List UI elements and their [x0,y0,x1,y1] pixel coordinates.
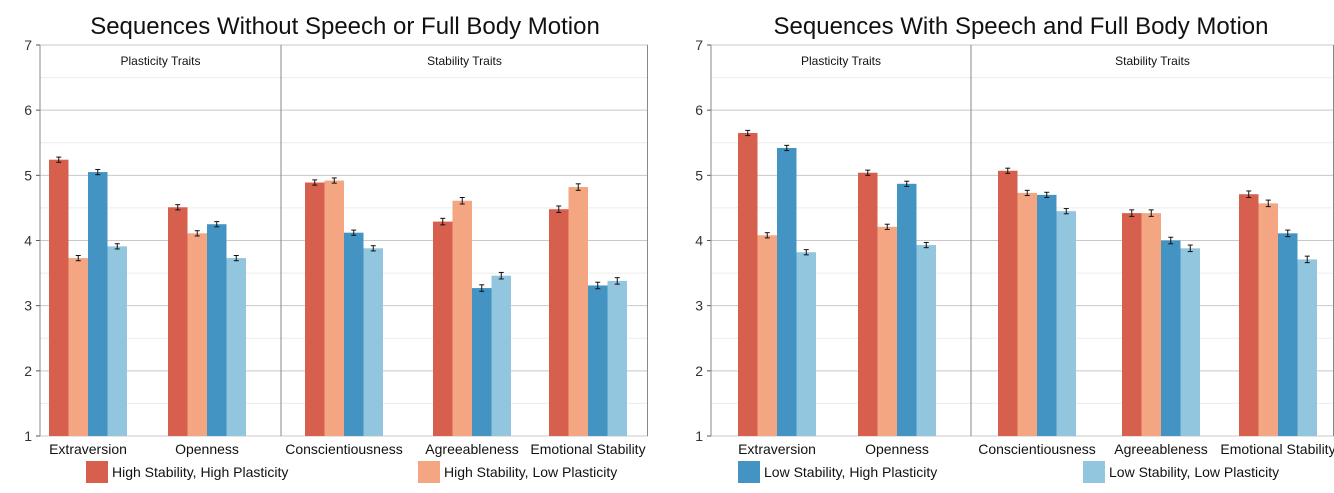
bar [168,207,188,436]
y-tick-label: 2 [695,363,703,379]
x-tick-label: Extraversion [49,441,127,457]
bar [897,183,917,436]
bar [68,258,88,436]
bar [1141,213,1161,436]
y-tick-label: 3 [24,298,32,314]
bar [588,285,608,436]
bar [305,182,325,436]
bar [1297,259,1317,436]
bar [472,288,492,436]
bar [363,248,383,436]
facet-label-plasticity: Plasticity Traits [801,54,881,68]
bar [1278,233,1298,436]
facet-label-plasticity: Plasticity Traits [120,54,200,68]
legend-label: Low Stability, High Plasticity [764,464,938,480]
legend-label: Low Stability, Low Plasticity [1109,464,1280,480]
bar [738,132,758,436]
x-tick-label: Agreeableness [425,441,518,457]
facet-label-stability: Stability Traits [427,54,502,68]
legend-swatch [738,461,760,483]
y-tick-label: 7 [24,37,32,53]
y-tick-label: 5 [695,167,703,183]
bar [1161,240,1181,436]
y-tick-label: 6 [695,102,703,118]
x-tick-label: Conscientiousness [285,441,403,457]
x-tick-label: Agreeableness [1114,441,1207,457]
bar [226,258,246,436]
bar [49,159,69,436]
y-tick-label: 1 [24,428,32,444]
y-tick-label: 4 [695,233,703,249]
legend-label: High Stability, High Plasticity [112,464,289,480]
legend-label: High Stability, Low Plasticity [444,464,618,480]
legend-item: Low Stability, Low Plasticity [1083,461,1279,483]
bar [877,226,897,436]
bar [998,170,1018,436]
bar [491,275,511,436]
x-tick-label: Emotional Stability [530,441,645,457]
bar [549,209,569,436]
bar [433,221,453,436]
bar [344,232,364,436]
legend-item: High Stability, Low Plasticity [418,461,617,483]
bar [757,235,777,436]
y-tick-label: 5 [24,167,32,183]
x-tick-label: Extraversion [738,441,816,457]
y-tick-label: 4 [24,233,32,249]
bar [88,172,108,436]
bar [1017,192,1037,436]
legend-swatch [86,461,108,483]
x-tick-label: Emotional Stability [1220,441,1334,457]
legend-swatch [418,461,440,483]
y-tick-label: 7 [695,37,703,53]
bar [1180,248,1200,436]
x-tick-label: Conscientiousness [978,441,1096,457]
bar [207,224,227,436]
bar [1239,194,1259,436]
bar [916,245,936,436]
bar [568,187,588,436]
bar [1037,194,1057,436]
legend-item: High Stability, High Plasticity [86,461,288,483]
bar [187,233,207,436]
bar [324,180,344,436]
y-tick-label: 1 [695,428,703,444]
x-tick-label: Openness [865,441,929,457]
bar [107,246,127,436]
y-tick-label: 3 [695,298,703,314]
facet-label-stability: Stability Traits [1115,54,1190,68]
chart-title: Sequences Without Speech or Full Body Mo… [90,13,600,40]
legend-swatch [1083,461,1105,483]
chart-title: Sequences With Speech and Full Body Moti… [774,13,1269,40]
bar [1122,213,1142,436]
bar [777,147,797,437]
bar [607,280,627,436]
bar [1258,203,1278,436]
bar [858,172,878,436]
bar [1056,211,1076,436]
legend-item: Low Stability, High Plasticity [738,461,937,483]
x-tick-label: Openness [175,441,239,457]
y-tick-label: 6 [24,102,32,118]
bar [796,252,816,436]
bar [452,200,472,436]
y-tick-label: 2 [24,363,32,379]
